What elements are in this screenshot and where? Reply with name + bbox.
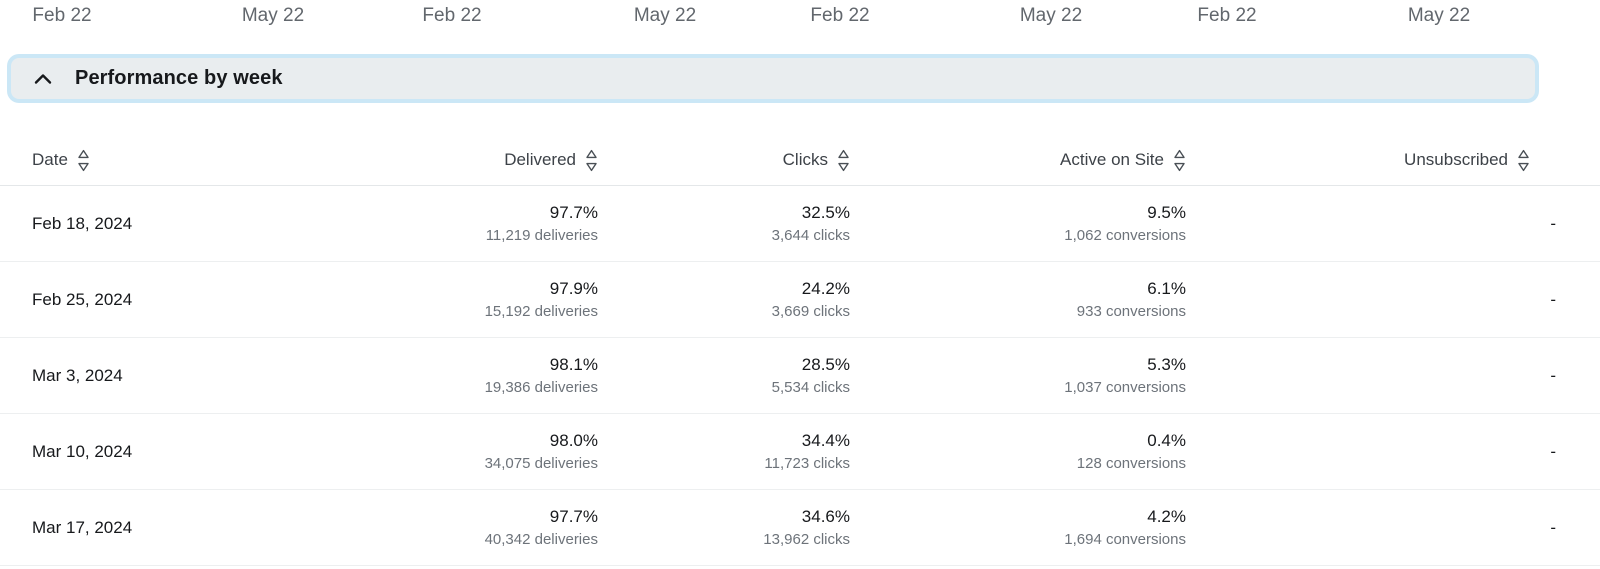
axis-tick-label: Feb 22 [32,5,92,26]
delivered-cell: 98.0% 34,075 deliveries [330,428,598,475]
clicks-count: 3,644 clicks [771,227,850,244]
delivered-cell: 97.7% 11,219 deliveries [330,200,598,247]
column-header-date[interactable]: Date [0,149,330,172]
column-label: Delivered [504,150,576,169]
delivered-rate: 97.7% [549,507,598,526]
delivered-cell: 97.7% 40,342 deliveries [330,504,598,551]
axis-tick-label: Feb 22 [422,5,482,26]
delivered-rate: 97.9% [549,279,598,298]
table-row: Mar 10, 2024 98.0% 34,075 deliveries 34.… [0,414,1600,490]
sort-icon[interactable] [837,149,850,172]
clicks-cell: 24.2% 3,669 clicks [598,276,850,323]
delivered-count: 11,219 deliveries [485,227,598,244]
axis-tick-label: May 22 [1407,5,1471,26]
axis-tick-label: May 22 [633,5,697,26]
column-header-delivered[interactable]: Delivered [330,149,598,172]
axis-tick-label: May 22 [1019,5,1083,26]
performance-section-toggle[interactable]: Performance by week [11,58,1535,99]
sort-icon[interactable] [585,149,598,172]
active-count: 1,694 conversions [1064,531,1186,548]
table-row: Feb 25, 2024 97.9% 15,192 deliveries 24.… [0,262,1600,338]
active-on-site-cell: 0.4% 128 conversions [850,428,1186,475]
active-count: 1,062 conversions [1064,227,1186,244]
delivered-cell: 97.9% 15,192 deliveries [330,276,598,323]
sort-icon[interactable] [1173,149,1186,172]
active-count: 1,037 conversions [1064,379,1186,396]
active-rate: 4.2% [1147,507,1186,526]
axis-tick-label: Feb 22 [810,5,870,26]
date-cell: Mar 10, 2024 [32,441,133,461]
column-label: Unsubscribed [1404,150,1508,169]
delivered-count: 15,192 deliveries [484,303,598,320]
active-count: 128 conversions [1076,455,1186,472]
chart-axis-strip: Feb 22 May 22 Feb 22 May 22 Feb 22 May 2… [0,0,1600,40]
clicks-cell: 34.6% 13,962 clicks [598,504,850,551]
axis-tick-label: May 22 [241,5,305,26]
unsubscribed-cell: - [1550,213,1556,233]
active-on-site-cell: 6.1% 933 conversions [850,276,1186,323]
delivered-rate: 98.0% [549,431,598,450]
active-rate: 9.5% [1147,203,1186,222]
sort-icon[interactable] [77,149,90,172]
active-rate: 6.1% [1147,279,1186,298]
clicks-count: 11,723 clicks [764,455,850,472]
unsubscribed-cell: - [1550,441,1556,461]
delivered-count: 19,386 deliveries [484,379,598,396]
date-cell: Mar 3, 2024 [32,365,123,385]
column-label: Active on Site [1060,150,1164,169]
clicks-cell: 28.5% 5,534 clicks [598,352,850,399]
table-row: Feb 18, 2024 97.7% 11,219 deliveries 32.… [0,186,1600,262]
date-cell: Feb 25, 2024 [32,289,133,309]
column-header-unsubscribed[interactable]: Unsubscribed [1186,149,1600,172]
clicks-rate: 34.4% [801,431,850,450]
chevron-up-icon [34,73,52,84]
table-row: Mar 17, 2024 97.7% 40,342 deliveries 34.… [0,490,1600,566]
delivered-rate: 98.1% [549,355,598,374]
delivered-rate: 97.7% [549,203,598,222]
clicks-count: 3,669 clicks [771,303,850,320]
delivered-count: 34,075 deliveries [484,455,598,472]
active-count: 933 conversions [1076,303,1186,320]
section-title: Performance by week [75,67,283,89]
unsubscribed-cell: - [1550,517,1556,537]
sort-icon[interactable] [1517,149,1530,172]
active-rate: 5.3% [1147,355,1186,374]
column-header-clicks[interactable]: Clicks [598,149,850,172]
clicks-rate: 32.5% [801,203,850,222]
date-cell: Mar 17, 2024 [32,517,133,537]
clicks-rate: 24.2% [801,279,850,298]
active-on-site-cell: 4.2% 1,694 conversions [850,504,1186,551]
clicks-count: 13,962 clicks [763,531,850,548]
active-on-site-cell: 5.3% 1,037 conversions [850,352,1186,399]
active-rate: 0.4% [1147,431,1186,450]
active-on-site-cell: 9.5% 1,062 conversions [850,200,1186,247]
delivered-cell: 98.1% 19,386 deliveries [330,352,598,399]
table-header-row: Date Delivered Clicks Active on Site [0,135,1600,186]
delivered-count: 40,342 deliveries [484,531,598,548]
unsubscribed-cell: - [1550,289,1556,309]
clicks-cell: 32.5% 3,644 clicks [598,200,850,247]
date-cell: Feb 18, 2024 [32,213,133,233]
clicks-rate: 34.6% [801,507,850,526]
unsubscribed-cell: - [1550,365,1556,385]
clicks-rate: 28.5% [801,355,850,374]
clicks-cell: 34.4% 11,723 clicks [598,428,850,475]
performance-table: Date Delivered Clicks Active on Site [0,135,1600,566]
column-header-active-on-site[interactable]: Active on Site [850,149,1186,172]
axis-tick-label: Feb 22 [1197,5,1257,26]
column-label: Clicks [782,150,828,169]
clicks-count: 5,534 clicks [771,379,850,396]
table-row: Mar 3, 2024 98.1% 19,386 deliveries 28.5… [0,338,1600,414]
column-label: Date [32,150,68,169]
